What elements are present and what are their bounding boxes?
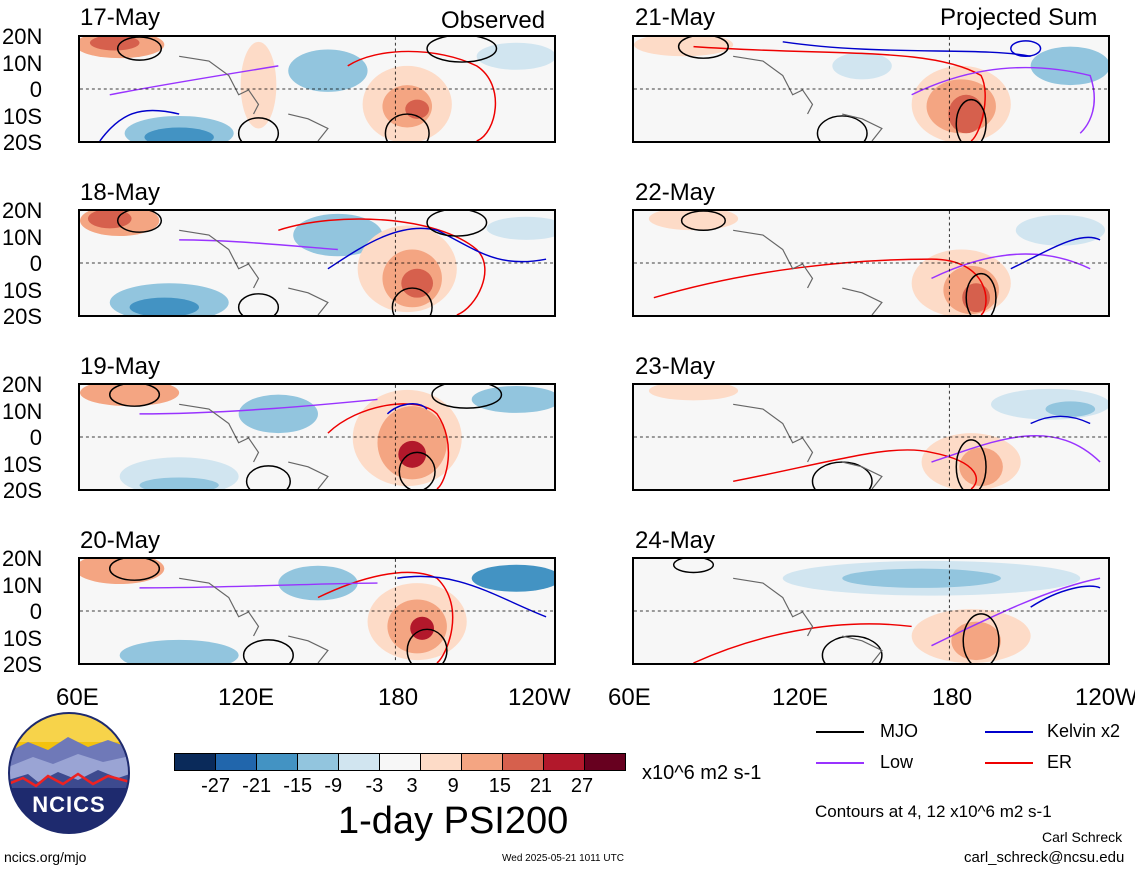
main-title: 1-day PSI200 bbox=[338, 800, 569, 842]
map-panel bbox=[78, 209, 556, 317]
timestamp: Wed 2025-05-21 1011 UTC bbox=[502, 853, 624, 864]
panel-date: 19-May bbox=[80, 353, 161, 380]
lon-label: 60E bbox=[608, 684, 651, 711]
lon-label: 180 bbox=[932, 684, 973, 711]
lat-label: 0 bbox=[29, 599, 42, 624]
legend-line-mjo bbox=[816, 731, 864, 733]
lat-label: 10S bbox=[2, 104, 42, 129]
legend-line-er bbox=[985, 762, 1033, 764]
colorbar-tick-label: -9 bbox=[324, 775, 343, 797]
lat-label: 20N bbox=[2, 546, 43, 571]
lon-label: 120E bbox=[772, 684, 829, 711]
lat-label: 0 bbox=[29, 77, 42, 102]
colorbar-swatch bbox=[297, 754, 338, 770]
colorbar-swatch bbox=[502, 754, 543, 770]
colorbar-swatch bbox=[379, 754, 420, 770]
author-email: carl_schreck@ncsu.edu bbox=[964, 849, 1125, 866]
lon-label: 120W bbox=[1075, 684, 1135, 711]
map-panel bbox=[78, 383, 556, 491]
colorbar-swatch bbox=[338, 754, 379, 770]
projected-sum-label: Projected Sum bbox=[940, 4, 1098, 31]
lat-label: 20S bbox=[2, 130, 42, 155]
lon-label: 180 bbox=[378, 684, 419, 711]
colorbar-tick-label: 27 bbox=[570, 775, 594, 797]
map-panel bbox=[78, 557, 556, 665]
contours-note: Contours at 4, 12 x10^6 m2 s-1 bbox=[815, 802, 1052, 821]
lat-label: 10N bbox=[2, 225, 43, 250]
ncics-logo: NCICS bbox=[8, 712, 130, 834]
lat-label: 20N bbox=[2, 198, 43, 223]
colorbar-units: x10^6 m2 s-1 bbox=[642, 762, 762, 784]
colorbar-swatch bbox=[175, 754, 215, 770]
colorbar-tick-label: 21 bbox=[529, 775, 553, 797]
lat-label: 10S bbox=[2, 452, 42, 477]
site-link: ncics.org/mjo bbox=[4, 849, 87, 865]
panel-date: 20-May bbox=[80, 527, 161, 554]
lat-label: 0 bbox=[29, 425, 42, 450]
legend-label-mjo: MJO bbox=[880, 721, 918, 741]
map-panel bbox=[78, 35, 556, 143]
legend-line-kelvin bbox=[985, 731, 1033, 733]
lat-label: 10N bbox=[2, 51, 43, 76]
colorbar-swatch bbox=[543, 754, 584, 770]
colorbar-tick-label: -21 bbox=[242, 775, 272, 797]
colorbar-tick-label: 3 bbox=[406, 775, 418, 797]
colorbar-swatch bbox=[584, 754, 625, 770]
colorbar-tick-label: -27 bbox=[201, 775, 230, 797]
map-panel bbox=[632, 383, 1110, 491]
colorbar-tick-label: 9 bbox=[447, 775, 459, 797]
legend-label-kelvin: Kelvin x2 bbox=[1047, 721, 1121, 741]
colorbar-swatch bbox=[256, 754, 297, 770]
lat-label: 10N bbox=[2, 573, 43, 598]
logo-text: NCICS bbox=[32, 792, 106, 817]
lat-label: 10S bbox=[2, 278, 42, 303]
lat-label: 20S bbox=[2, 304, 42, 329]
map-panel bbox=[632, 209, 1110, 317]
panel-date: 22-May bbox=[635, 179, 716, 206]
panel-date: 21-May bbox=[635, 4, 716, 31]
panel-date: 18-May bbox=[80, 179, 161, 206]
colorbar-swatch bbox=[215, 754, 256, 770]
colorbar-tick-label: -15 bbox=[283, 775, 313, 797]
lon-label: 120W bbox=[508, 684, 571, 711]
lat-label: 20S bbox=[2, 478, 42, 503]
colorbar-swatch bbox=[461, 754, 502, 770]
legend-line-low bbox=[816, 762, 864, 764]
lat-label: 10S bbox=[2, 626, 42, 651]
panel-date: 17-May bbox=[80, 4, 161, 31]
panel-date: 24-May bbox=[635, 527, 716, 554]
lat-label: 20S bbox=[2, 652, 42, 677]
lat-label: 20N bbox=[2, 24, 43, 49]
lat-label: 0 bbox=[29, 251, 42, 276]
observed-label: Observed bbox=[441, 7, 546, 34]
legend-label-low: Low bbox=[880, 752, 914, 772]
colorbar-tick-label: -3 bbox=[365, 775, 384, 797]
lat-label: 10N bbox=[2, 399, 43, 424]
author-name: Carl Schreck bbox=[1042, 829, 1123, 845]
lat-label: 20N bbox=[2, 372, 43, 397]
panel-date: 23-May bbox=[635, 353, 716, 380]
legend-label-er: ER bbox=[1047, 752, 1073, 772]
colorbar-strip bbox=[174, 753, 626, 771]
colorbar-tick-label: 15 bbox=[488, 775, 511, 797]
map-panel bbox=[632, 35, 1110, 143]
colorbar-swatch bbox=[420, 754, 461, 770]
map-panel bbox=[632, 557, 1110, 665]
lon-label: 60E bbox=[56, 684, 99, 711]
lon-label: 120E bbox=[218, 684, 275, 711]
